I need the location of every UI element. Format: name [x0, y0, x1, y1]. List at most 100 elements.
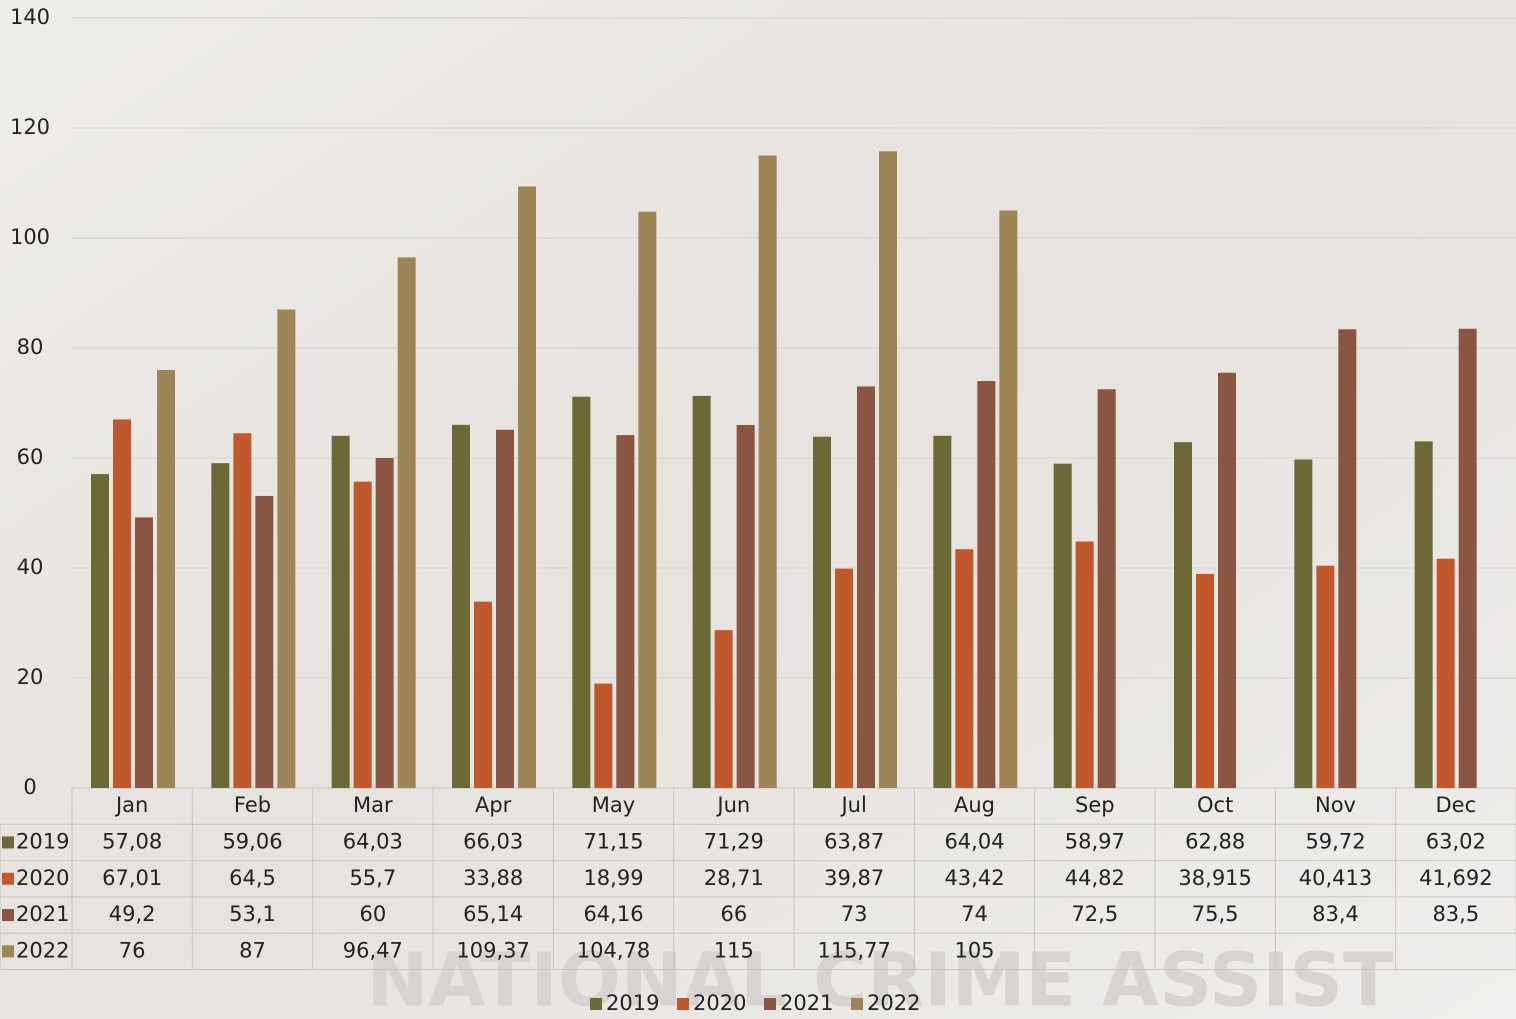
table-cell: 39,87	[824, 866, 884, 890]
bar	[255, 495, 274, 788]
table-cell: 115	[714, 938, 754, 962]
x-tick-label: Apr	[475, 793, 512, 817]
x-tick-label: Oct	[1197, 793, 1233, 817]
table-cell: 58,97	[1065, 829, 1125, 853]
bar	[616, 435, 635, 788]
bar	[977, 381, 996, 788]
legend-swatch	[2, 836, 14, 849]
bar	[1338, 329, 1357, 788]
y-tick-label: 120	[10, 115, 50, 139]
bar	[572, 396, 591, 788]
table-cell: 109,37	[456, 938, 529, 962]
bar	[1458, 328, 1477, 788]
table-row-label: 2020	[16, 866, 69, 890]
table-cell: 41,692	[1419, 866, 1492, 890]
bar	[1075, 541, 1094, 788]
table-cell: 87	[239, 938, 266, 962]
watermark: NATIONAL CRIME ASSIST	[366, 938, 1394, 1019]
table-cell: 59,06	[222, 829, 282, 853]
bar	[813, 436, 831, 788]
table-cell: 64,04	[944, 829, 1004, 853]
bar	[1174, 442, 1192, 788]
bar	[1053, 463, 1072, 788]
bar	[474, 601, 492, 788]
bar	[1097, 389, 1116, 788]
x-tick-label: Mar	[353, 793, 393, 817]
bar	[1196, 573, 1214, 788]
bar	[1316, 565, 1335, 788]
x-tick-label: Dec	[1436, 793, 1477, 817]
bar	[1218, 372, 1236, 788]
bar	[758, 155, 777, 788]
table-row-label: 2021	[16, 902, 69, 926]
bar	[331, 435, 350, 788]
table-cell: 44,82	[1065, 866, 1125, 890]
table-cell: 74	[961, 902, 988, 926]
legend-label: 2021	[780, 991, 833, 1015]
legend-swatch	[2, 909, 14, 922]
table-cell: 115,77	[817, 938, 890, 962]
table-cell: 62,88	[1185, 829, 1245, 853]
table-cell: 65,14	[463, 902, 523, 926]
legend-label: 2019	[606, 991, 659, 1015]
bar	[397, 257, 416, 788]
table-cell: 63,87	[824, 829, 884, 853]
bar	[857, 386, 875, 788]
bar	[375, 458, 394, 788]
bar	[638, 211, 657, 788]
bar	[879, 151, 897, 788]
bar	[933, 435, 952, 788]
bar	[113, 419, 131, 788]
legend-swatch	[677, 998, 689, 1010]
bar	[277, 309, 296, 788]
table-cell: 64,03	[343, 829, 403, 853]
table-cell: 64,5	[229, 866, 276, 890]
y-tick-label: 20	[17, 665, 44, 689]
x-tick-label: Aug	[954, 793, 995, 817]
x-tick-label: Feb	[234, 793, 271, 817]
bar	[1436, 558, 1455, 788]
table-cell: 71,29	[704, 829, 764, 853]
table-cell: 43,42	[944, 866, 1004, 890]
y-tick-label: 80	[17, 335, 44, 359]
table-cell: 63,02	[1426, 829, 1486, 853]
table-cell: 49,2	[109, 902, 156, 926]
bar	[233, 433, 252, 788]
legend-swatch	[590, 998, 602, 1010]
table-cell: 60	[359, 902, 386, 926]
bar	[999, 210, 1018, 788]
table-cell: 53,1	[229, 902, 276, 926]
table-row-label: 2022	[16, 938, 69, 962]
bar	[496, 429, 514, 788]
legend-swatch	[851, 998, 863, 1010]
bar	[518, 186, 536, 789]
y-tick-label: 0	[23, 775, 36, 799]
table-cell: 28,71	[704, 866, 764, 890]
legend-swatch	[764, 998, 776, 1010]
bar	[157, 370, 175, 788]
y-tick-label: 140	[10, 5, 50, 29]
table-cell: 66,03	[463, 829, 523, 853]
table-cell: 96,47	[343, 938, 403, 962]
bar	[1414, 441, 1433, 788]
bar	[1294, 459, 1313, 788]
table-cell: 64,16	[583, 902, 643, 926]
x-tick-label: Jul	[839, 793, 866, 817]
x-tick-label: Sep	[1075, 793, 1115, 817]
bar	[692, 395, 711, 788]
table-cell: 67,01	[102, 866, 162, 890]
table-cell: 57,08	[102, 829, 162, 853]
bar	[835, 568, 853, 788]
table-cell: 105	[954, 938, 994, 962]
y-tick-label: 60	[17, 445, 44, 469]
legend-label: 2022	[867, 991, 920, 1015]
y-tick-label: 40	[17, 555, 44, 579]
table-cell: 83,5	[1432, 902, 1479, 926]
legend-swatch	[2, 872, 14, 885]
x-tick-label: Jun	[715, 793, 750, 817]
table-cell: 55,7	[349, 866, 396, 890]
table-cell: 71,15	[583, 829, 643, 853]
bar	[594, 683, 613, 788]
